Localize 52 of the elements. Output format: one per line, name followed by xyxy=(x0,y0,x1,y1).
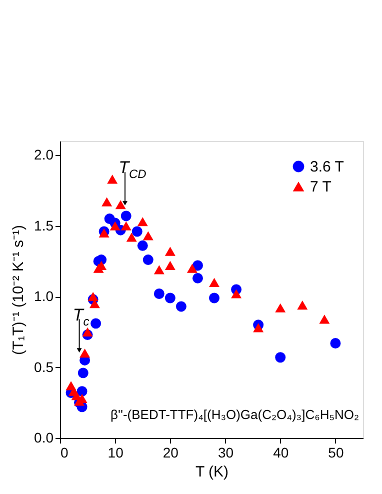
point xyxy=(110,221,120,230)
point xyxy=(102,197,112,206)
y-tick-label: 1.5 xyxy=(34,217,54,234)
point xyxy=(80,348,90,358)
point xyxy=(120,210,132,222)
point xyxy=(137,240,148,251)
point xyxy=(192,272,203,284)
point xyxy=(164,260,176,270)
legend-label: 7 T xyxy=(310,178,332,196)
x-tick-label: 30 xyxy=(218,444,234,460)
x-tick-label: 40 xyxy=(273,444,289,460)
point xyxy=(275,303,286,312)
point xyxy=(154,288,164,299)
point xyxy=(132,226,142,237)
y-tick-label: 0.5 xyxy=(34,358,54,375)
y-tick-label: 1.0 xyxy=(34,288,54,304)
point xyxy=(90,318,102,329)
point xyxy=(209,292,220,304)
point xyxy=(330,338,341,348)
y-axis-title: (T₁T)⁻¹ (10⁻² K⁻¹ s⁻¹) xyxy=(10,224,28,356)
x-tick-label: 0 xyxy=(60,444,68,460)
point xyxy=(209,278,220,287)
point xyxy=(275,352,286,363)
point xyxy=(115,200,126,210)
x-tick-label: 20 xyxy=(162,444,179,460)
point xyxy=(192,260,203,271)
annotation: β''-(BEDT-TTF)₄[(H₃O)Ga(C₂O₄)₃]C₆H₅NO₂ xyxy=(110,407,359,422)
point xyxy=(120,221,132,230)
point xyxy=(164,292,176,304)
point xyxy=(297,300,308,310)
point xyxy=(186,264,198,273)
point xyxy=(176,301,186,312)
point xyxy=(78,368,88,378)
point xyxy=(76,386,88,397)
point xyxy=(142,231,154,240)
legend-label: 3.6 T xyxy=(310,158,344,176)
point xyxy=(319,314,330,324)
point xyxy=(253,323,264,332)
point xyxy=(88,292,98,302)
point xyxy=(142,254,154,266)
point xyxy=(164,246,176,256)
point xyxy=(82,327,93,336)
y-tick-label: 0.0 xyxy=(34,430,54,446)
x-axis-title: T (K) xyxy=(195,464,229,480)
x-tick-label: 10 xyxy=(108,444,124,460)
point xyxy=(137,217,148,226)
point xyxy=(154,265,164,274)
point xyxy=(231,289,242,298)
y-tick-label: 2.0 xyxy=(34,146,54,163)
point xyxy=(126,232,137,242)
point xyxy=(107,174,118,184)
x-tick-label: 50 xyxy=(328,444,344,460)
